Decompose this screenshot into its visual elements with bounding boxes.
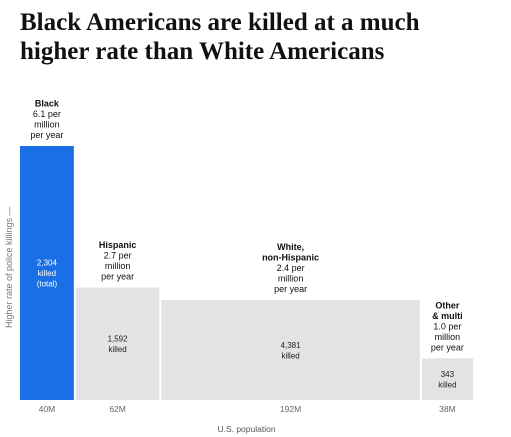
- killed-label-2: 1,592 killed: [108, 335, 129, 355]
- bar-4: [421, 358, 473, 400]
- rate-label-4: 1.0 per million per year: [431, 321, 464, 352]
- chart-title: Black Americans are killed at a much hig…: [20, 9, 420, 65]
- rate-label-1: 6.1 per million per year: [30, 109, 63, 140]
- population-label-3: 192M: [280, 404, 301, 414]
- rate-label-2: 2.7 per million per year: [101, 251, 134, 282]
- killed-label-1: 2,304 killed (total): [37, 259, 58, 289]
- category-label-3: White, non-Hispanic: [262, 242, 319, 262]
- population-label-1: 40M: [39, 404, 56, 414]
- rate-label-3: 2.4 per million per year: [274, 263, 307, 294]
- bar-3: [161, 300, 420, 400]
- x-axis-label: U.S. population: [217, 424, 275, 434]
- category-label-4: Other & multi: [432, 300, 463, 321]
- population-label-2: 62M: [109, 404, 126, 414]
- killed-label-4: 343 killed: [438, 370, 456, 390]
- killed-label-3: 4,381 killed: [281, 341, 302, 361]
- bar-1: [20, 146, 74, 400]
- y-axis-label: Higher rate of police killings —: [4, 206, 14, 328]
- category-label-1: Black: [35, 99, 60, 109]
- bar-2: [75, 287, 160, 400]
- category-label-2: Hispanic: [99, 240, 137, 250]
- population-label-4: 38M: [439, 404, 456, 414]
